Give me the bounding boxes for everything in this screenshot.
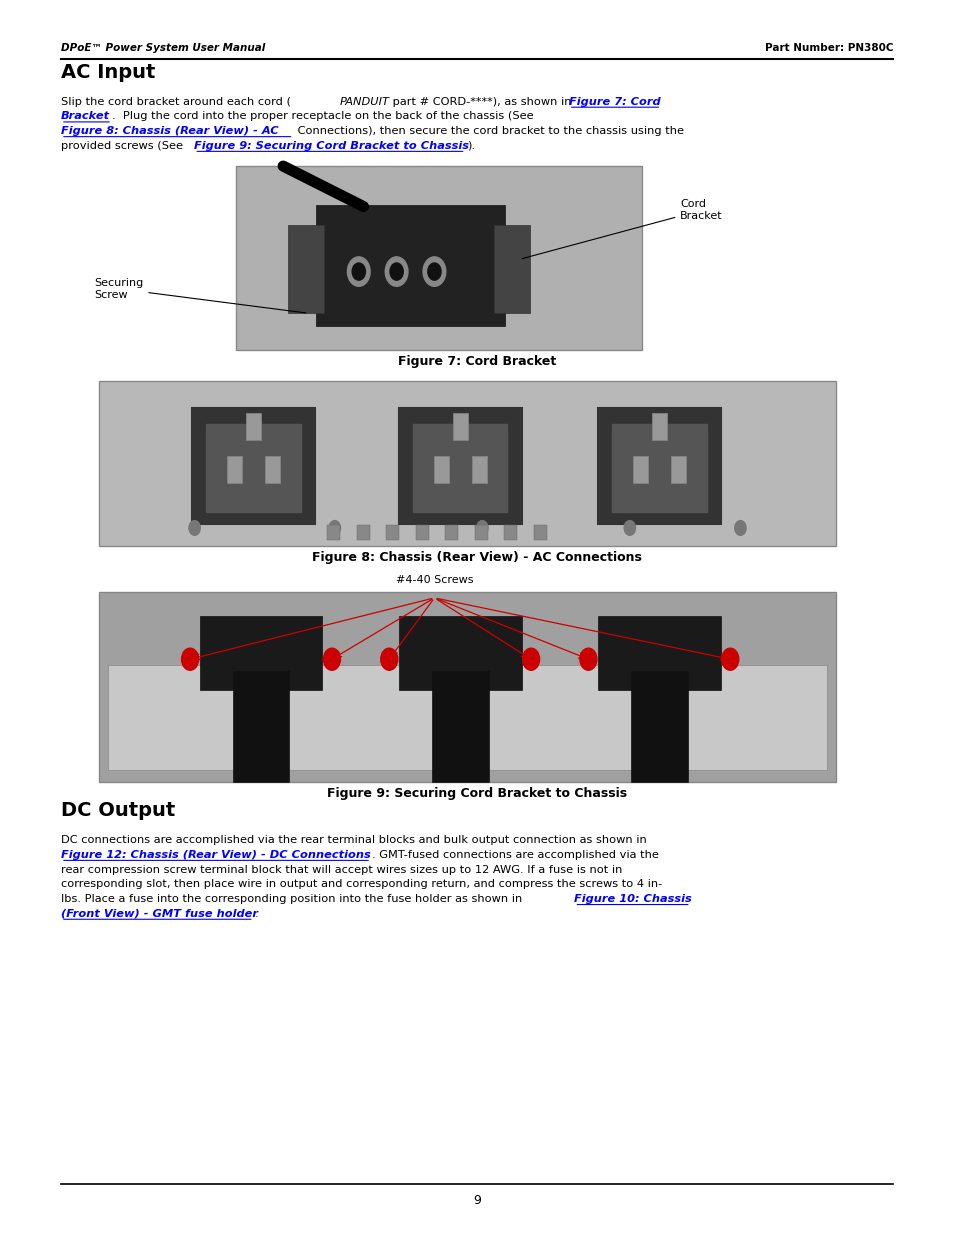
Text: DC Output: DC Output — [61, 802, 175, 820]
FancyBboxPatch shape — [356, 526, 370, 540]
Text: part # CORD-****), as shown in: part # CORD-****), as shown in — [389, 96, 575, 106]
FancyBboxPatch shape — [471, 456, 486, 483]
FancyBboxPatch shape — [598, 408, 720, 525]
Circle shape — [352, 263, 365, 280]
FancyBboxPatch shape — [288, 225, 323, 314]
Text: .: . — [254, 909, 258, 919]
Text: Figure 9: Securing Cord Bracket to Chassis: Figure 9: Securing Cord Bracket to Chass… — [194, 141, 469, 151]
FancyBboxPatch shape — [386, 526, 399, 540]
FancyBboxPatch shape — [475, 526, 487, 540]
FancyBboxPatch shape — [206, 424, 300, 513]
Text: Bracket: Bracket — [61, 111, 110, 121]
FancyBboxPatch shape — [494, 225, 530, 314]
FancyBboxPatch shape — [192, 408, 314, 525]
Text: PANDUIT: PANDUIT — [339, 96, 390, 106]
FancyBboxPatch shape — [504, 526, 517, 540]
Text: .  Plug the cord into the proper receptacle on the back of the chassis (See: . Plug the cord into the proper receptac… — [112, 111, 533, 121]
Circle shape — [476, 521, 487, 535]
FancyBboxPatch shape — [199, 616, 322, 690]
Circle shape — [189, 521, 200, 535]
Text: Figure 8: Chassis (Rear View) - AC: Figure 8: Chassis (Rear View) - AC — [61, 126, 278, 136]
FancyBboxPatch shape — [670, 456, 685, 483]
Text: Figure 12: Chassis (Rear View) - DC Connections: Figure 12: Chassis (Rear View) - DC Conn… — [61, 850, 371, 860]
FancyBboxPatch shape — [98, 380, 836, 546]
FancyBboxPatch shape — [235, 165, 641, 350]
FancyBboxPatch shape — [227, 456, 242, 483]
Text: Figure 10: Chassis: Figure 10: Chassis — [574, 894, 692, 904]
FancyBboxPatch shape — [265, 456, 280, 483]
Text: Figure 9: Securing Cord Bracket to Chassis: Figure 9: Securing Cord Bracket to Chass… — [327, 787, 626, 799]
FancyBboxPatch shape — [413, 424, 507, 513]
Text: provided screws (See: provided screws (See — [61, 141, 187, 151]
Text: Securing
Screw: Securing Screw — [94, 278, 306, 312]
Text: AC Input: AC Input — [61, 63, 155, 82]
Text: Figure 7: Cord Bracket: Figure 7: Cord Bracket — [397, 354, 556, 368]
Circle shape — [181, 648, 198, 671]
Text: Figure 7: Cord: Figure 7: Cord — [568, 96, 659, 106]
FancyBboxPatch shape — [632, 456, 647, 483]
FancyBboxPatch shape — [246, 412, 261, 440]
Text: Connections), then secure the cord bracket to the chassis using the: Connections), then secure the cord brack… — [294, 126, 683, 136]
Text: . GMT-fused connections are accomplished via the: . GMT-fused connections are accomplished… — [372, 850, 659, 860]
FancyBboxPatch shape — [108, 664, 826, 769]
Circle shape — [623, 521, 635, 535]
Text: (Front View) - GMT fuse holder: (Front View) - GMT fuse holder — [61, 909, 257, 919]
FancyBboxPatch shape — [416, 526, 429, 540]
FancyBboxPatch shape — [630, 672, 687, 782]
FancyBboxPatch shape — [315, 205, 505, 326]
FancyBboxPatch shape — [434, 456, 448, 483]
FancyBboxPatch shape — [598, 616, 720, 690]
FancyBboxPatch shape — [612, 424, 706, 513]
FancyBboxPatch shape — [98, 592, 836, 782]
FancyBboxPatch shape — [398, 408, 521, 525]
Circle shape — [390, 263, 403, 280]
Text: rear compression screw terminal block that will accept wires sizes up to 12 AWG.: rear compression screw terminal block th… — [61, 864, 621, 874]
Circle shape — [734, 521, 745, 535]
Text: corresponding slot, then place wire in output and corresponding return, and comp: corresponding slot, then place wire in o… — [61, 879, 661, 889]
Circle shape — [422, 257, 445, 287]
Text: lbs. Place a fuse into the corresponding position into the fuse holder as shown : lbs. Place a fuse into the corresponding… — [61, 894, 525, 904]
FancyBboxPatch shape — [398, 616, 521, 690]
Text: #4-40 Screws: #4-40 Screws — [395, 576, 473, 585]
Circle shape — [579, 648, 597, 671]
Circle shape — [323, 648, 340, 671]
Circle shape — [347, 257, 370, 287]
Text: ).: ). — [466, 141, 474, 151]
FancyBboxPatch shape — [432, 672, 488, 782]
Text: DC connections are accomplished via the rear terminal blocks and bulk output con: DC connections are accomplished via the … — [61, 835, 646, 845]
Circle shape — [721, 648, 738, 671]
Text: Figure 8: Chassis (Rear View) - AC Connections: Figure 8: Chassis (Rear View) - AC Conne… — [312, 551, 641, 564]
Text: Cord
Bracket: Cord Bracket — [521, 199, 722, 258]
FancyBboxPatch shape — [233, 672, 289, 782]
FancyBboxPatch shape — [445, 526, 458, 540]
Text: 9: 9 — [473, 1194, 480, 1207]
FancyBboxPatch shape — [533, 526, 546, 540]
FancyBboxPatch shape — [452, 412, 467, 440]
Circle shape — [427, 263, 440, 280]
Circle shape — [385, 257, 408, 287]
Text: Part Number: PN380C: Part Number: PN380C — [763, 43, 892, 53]
Text: DPoE™ Power System User Manual: DPoE™ Power System User Manual — [61, 43, 265, 53]
Circle shape — [380, 648, 397, 671]
FancyBboxPatch shape — [651, 412, 666, 440]
Circle shape — [329, 521, 340, 535]
Text: Slip the cord bracket around each cord (: Slip the cord bracket around each cord ( — [61, 96, 291, 106]
FancyBboxPatch shape — [327, 526, 340, 540]
Circle shape — [522, 648, 539, 671]
